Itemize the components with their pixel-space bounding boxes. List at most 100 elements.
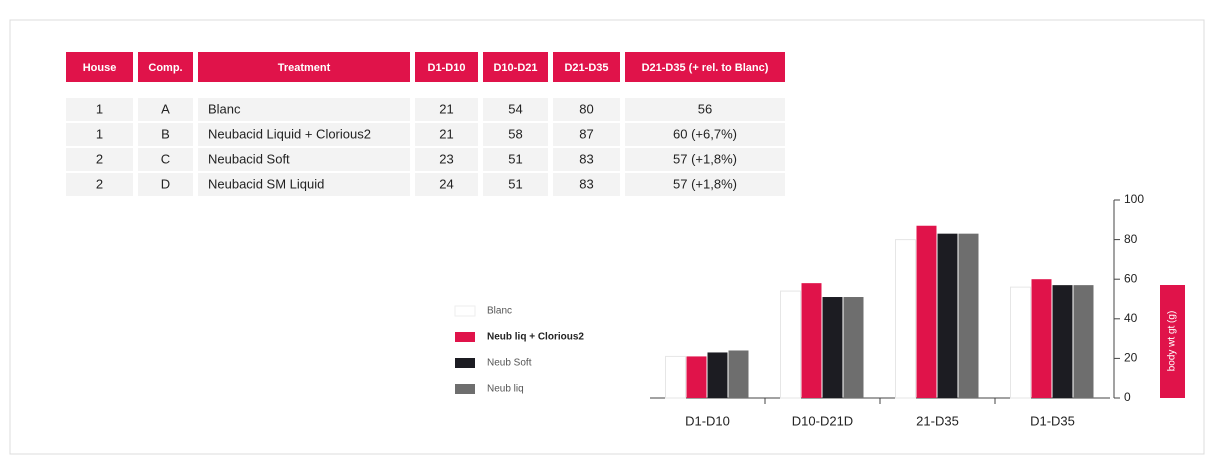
cell-text: 1 bbox=[96, 126, 103, 141]
frame bbox=[9, 19, 1205, 455]
cell-text: 2 bbox=[96, 176, 103, 191]
cell-text: 1 bbox=[96, 101, 103, 116]
bar bbox=[916, 225, 937, 398]
table-cell bbox=[553, 148, 620, 171]
bar bbox=[958, 233, 979, 398]
bar bbox=[937, 233, 958, 398]
x-tick-label: D10-D21D bbox=[792, 413, 853, 428]
cell-text: C bbox=[161, 151, 170, 166]
table-cell bbox=[553, 173, 620, 196]
table-cell bbox=[198, 123, 410, 146]
bar bbox=[1010, 286, 1031, 399]
cell-text: 54 bbox=[508, 101, 522, 116]
table-cell bbox=[66, 173, 133, 196]
table-cell bbox=[553, 123, 620, 146]
table-cell bbox=[483, 173, 548, 196]
cell-text: 83 bbox=[579, 176, 593, 191]
header-cell bbox=[625, 52, 785, 82]
cell-text: 60 (+6,7%) bbox=[673, 126, 737, 141]
legend-swatch bbox=[455, 384, 475, 394]
header-text: D21-D35 (+ rel. to Blanc) bbox=[642, 62, 769, 74]
cell-text: 24 bbox=[439, 176, 453, 191]
cell-text: 80 bbox=[579, 101, 593, 116]
table-cell bbox=[625, 98, 785, 121]
bar bbox=[686, 356, 707, 398]
legend-swatch bbox=[454, 305, 476, 317]
bar bbox=[665, 355, 686, 399]
bar bbox=[1031, 279, 1052, 398]
cell-text: Neubacid Liquid + Clorious2 bbox=[208, 126, 371, 141]
cell-text: 51 bbox=[508, 151, 522, 166]
cell-text: 83 bbox=[579, 151, 593, 166]
table-cell bbox=[625, 148, 785, 171]
table-cell bbox=[138, 98, 193, 121]
y-tick-label: 0 bbox=[1124, 390, 1131, 404]
table-cell bbox=[483, 148, 548, 171]
header-cell bbox=[415, 52, 478, 82]
header-cell bbox=[553, 52, 620, 82]
y-tick-label: 80 bbox=[1124, 232, 1138, 246]
table-cell bbox=[66, 98, 133, 121]
table-cell bbox=[483, 98, 548, 121]
bar bbox=[1073, 285, 1094, 398]
table-cell bbox=[66, 148, 133, 171]
bar bbox=[1052, 285, 1073, 398]
cell-text: 21 bbox=[439, 126, 453, 141]
cell-text: 2 bbox=[96, 151, 103, 166]
legend-label: Neub liq + Clorious2 bbox=[487, 332, 584, 343]
y-axis-label: body wt gt (g) bbox=[1167, 311, 1178, 372]
header-text: D21-D35 bbox=[564, 62, 608, 74]
cell-text: 57 (+1,8%) bbox=[673, 176, 737, 191]
table-cell bbox=[66, 123, 133, 146]
cell-text: A bbox=[161, 101, 170, 116]
y-tick-label: 60 bbox=[1124, 271, 1138, 285]
bar bbox=[780, 290, 801, 399]
table-cell bbox=[138, 173, 193, 196]
table-cell bbox=[198, 98, 410, 121]
cell-text: Neubacid SM Liquid bbox=[208, 176, 324, 191]
table-cell bbox=[625, 173, 785, 196]
cell-text: 56 bbox=[698, 101, 712, 116]
legend-swatch bbox=[455, 358, 475, 368]
table-cell bbox=[138, 123, 193, 146]
header-text: D10-D21 bbox=[493, 62, 537, 74]
cell-text: 57 (+1,8%) bbox=[673, 151, 737, 166]
table-cell bbox=[483, 123, 548, 146]
cell-text: 58 bbox=[508, 126, 522, 141]
cell-text: 87 bbox=[579, 126, 593, 141]
x-tick-label: D1-D35 bbox=[1030, 413, 1075, 428]
header-text: D1-D10 bbox=[428, 62, 466, 74]
table-cell bbox=[415, 123, 478, 146]
table-cell bbox=[625, 123, 785, 146]
cell-text: 23 bbox=[439, 151, 453, 166]
header-cell bbox=[138, 52, 193, 82]
y-tick-label: 40 bbox=[1124, 311, 1138, 325]
header-text: Treatment bbox=[278, 62, 331, 74]
y-tick-label: 100 bbox=[1124, 192, 1144, 206]
table-cell bbox=[415, 148, 478, 171]
cell-text: Blanc bbox=[208, 101, 241, 116]
y-label-box bbox=[1160, 285, 1185, 398]
header-cell bbox=[66, 52, 133, 82]
bar bbox=[895, 239, 916, 399]
cell-text: B bbox=[161, 126, 170, 141]
cell-text: D bbox=[161, 176, 170, 191]
cell-text: Neubacid Soft bbox=[208, 151, 290, 166]
table-cell bbox=[198, 173, 410, 196]
bar bbox=[707, 352, 728, 398]
bar bbox=[822, 297, 843, 398]
header-text: House bbox=[83, 62, 117, 74]
table-cell bbox=[553, 98, 620, 121]
table-cell bbox=[198, 148, 410, 171]
cell-text: 21 bbox=[439, 101, 453, 116]
header-cell bbox=[198, 52, 410, 82]
table-cell bbox=[138, 148, 193, 171]
bar bbox=[801, 283, 822, 398]
legend-label: Neub liq bbox=[487, 384, 524, 395]
y-tick-label: 20 bbox=[1124, 351, 1138, 365]
legend-swatch bbox=[455, 332, 475, 342]
legend-label: Neub Soft bbox=[487, 358, 532, 369]
table-cell bbox=[415, 173, 478, 196]
